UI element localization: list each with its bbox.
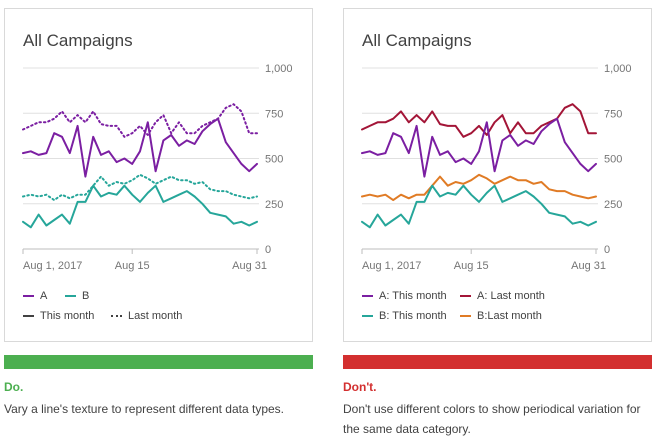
legend-swatch-b [65,295,76,297]
legend-label-this-month: This month [40,310,95,322]
dont-verdict: Don't. [343,380,377,394]
do-verdict: Do. [4,380,24,394]
legend-label-a-this-month: A: This month [379,290,447,302]
y-tick-label: 750 [604,108,622,120]
series-line-b-last-month [22,173,258,202]
x-tick-label: Aug 31 [232,260,267,272]
y-tick-label: 0 [604,244,610,256]
do-line-chart: 1,000 750 500 250 0 Aug 1, 2017 Aug 15 Aug 31 [22,63,293,272]
y-tick-label: 500 [265,154,283,166]
legend-label-a-last-month: A: Last month [477,290,545,302]
legend-item-this-month: This month [23,310,94,322]
y-tick-label: 1,000 [265,63,293,75]
legend-swatch-dark-red [460,295,471,297]
dont-line-chart: 1,000 750 500 250 0 Aug 1, 2017 Aug 15 Aug 31 [361,63,632,272]
legend-swatch-solid [23,315,34,317]
legend-item-a: A [23,290,47,302]
do-caption: Vary a line's texture to represent diffe… [4,402,285,416]
y-tick-label: 250 [604,199,622,211]
y-tick-label: 500 [604,154,622,166]
legend-label-last-month: Last month [128,310,183,322]
do-chart-card: All Campaigns 1,000 750 500 250 0 Aug 1, 2017… [4,8,313,342]
y-tick-label: 0 [265,244,271,256]
series-line-b-this-month [361,184,597,229]
x-tick-label: Aug 15 [454,260,489,272]
legend-label-b: B [82,290,90,302]
dont-caption: Don't use different colors to show perio… [343,402,641,436]
series-line-a-this-month [361,117,597,178]
legend-swatch-purple [362,295,373,297]
y-tick-label: 750 [265,108,283,120]
series-line-a-this-month [22,117,258,178]
y-tick-label: 1,000 [604,63,632,75]
legend-item-b-this-month: B: This month [362,310,447,322]
chart-title: All Campaigns [23,31,133,50]
x-tick-label: Aug 31 [571,260,606,272]
legend-item-b-last-month: B:Last month [460,310,542,322]
x-tick-label: Aug 1, 2017 [23,260,82,272]
legend-swatch-a [23,295,34,297]
legend-label-b-this-month: B: This month [379,310,447,322]
dont-chart-card: All Campaigns 1,000 750 500 250 0 Aug 1, 2017… [343,8,652,342]
x-tick-label: Aug 15 [115,260,150,272]
legend-label-b-last-month: B:Last month [477,310,542,322]
series-line-b-this-month [22,184,258,229]
chart-title: All Campaigns [362,31,472,50]
legend-item-b: B [65,290,89,302]
y-tick-label: 250 [265,199,283,211]
series-line-b-last-month [361,173,597,202]
legend-swatch-teal [362,315,373,317]
x-tick-label: Aug 1, 2017 [362,260,421,272]
legend-swatch-dotted [111,315,122,317]
dont-indicator-bar [343,355,652,369]
legend-label-a: A [40,290,48,302]
legend-item-a-this-month: A: This month [362,290,447,302]
do-indicator-bar [4,355,313,369]
legend-swatch-orange [460,315,471,317]
legend-item-a-last-month: A: Last month [460,290,545,302]
legend-item-last-month: Last month [111,310,182,322]
